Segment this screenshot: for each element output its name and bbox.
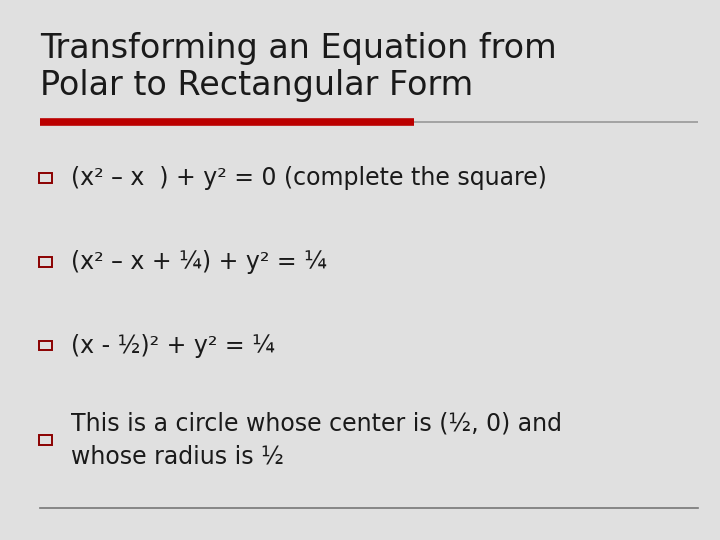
Text: (x - ½)² + y² = ¼: (x - ½)² + y² = ¼ bbox=[71, 334, 274, 357]
Text: (x² – x + ¼) + y² = ¼: (x² – x + ¼) + y² = ¼ bbox=[71, 250, 327, 274]
Bar bbox=[39, 173, 52, 183]
Text: Polar to Rectangular Form: Polar to Rectangular Form bbox=[40, 69, 474, 102]
Text: This is a circle whose center is (½, 0) and
whose radius is ½: This is a circle whose center is (½, 0) … bbox=[71, 412, 562, 468]
Text: Transforming an Equation from: Transforming an Equation from bbox=[40, 32, 557, 65]
Bar bbox=[39, 435, 52, 445]
Bar bbox=[39, 341, 52, 350]
Text: (x² – x  ) + y² = 0 (complete the square): (x² – x ) + y² = 0 (complete the square) bbox=[71, 166, 546, 190]
Bar bbox=[39, 257, 52, 267]
